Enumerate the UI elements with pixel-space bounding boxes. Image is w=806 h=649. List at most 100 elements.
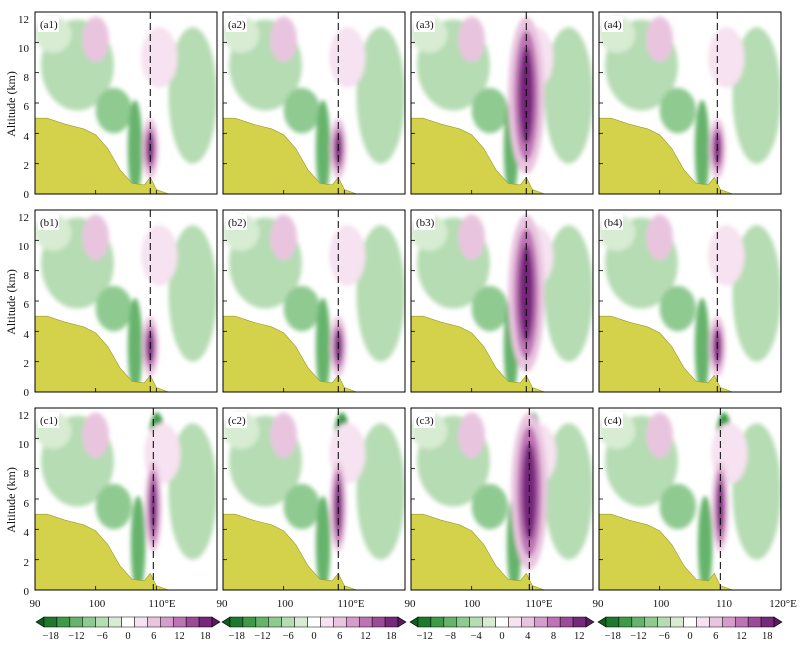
y-tick-label: 0	[24, 387, 30, 399]
y-tick-label: 4	[24, 131, 30, 143]
colorbar-swatch	[358, 616, 373, 628]
colorbar-swatch	[242, 616, 257, 628]
colorbar-tick-label: 6	[151, 631, 156, 642]
y-axis-label-row-2: Altitude (km)	[4, 269, 18, 335]
panel-label-text: (c1)	[40, 415, 58, 427]
terrain	[35, 315, 217, 392]
colorbar-swatch	[734, 616, 749, 628]
x-tick-label: 90	[30, 598, 42, 610]
x-tick-label: 100	[89, 598, 106, 610]
colorbar-tick-label: 18	[200, 631, 211, 642]
negative-region	[168, 225, 217, 362]
positive-region	[270, 214, 298, 261]
terrain	[223, 117, 405, 194]
panel-label-text: (a2)	[228, 19, 246, 31]
panel-field	[411, 12, 593, 194]
terrain	[411, 513, 593, 590]
panel-label-text: (b2)	[228, 217, 247, 229]
panel-label-text: (a1)	[40, 19, 58, 31]
positive-region	[150, 481, 157, 533]
positive-region	[82, 412, 110, 459]
colorbar-swatch	[229, 616, 244, 628]
y-tick-labels-row-1: 0 2 4 6 8 10 12	[18, 14, 30, 201]
x-tick-label: 110°E	[525, 598, 552, 610]
y-tick-label: 4	[24, 527, 30, 539]
colorbar-swatch	[508, 616, 522, 628]
colorbar-tick-label: 12	[360, 631, 371, 642]
y-tick-label: 10	[18, 241, 30, 253]
colorbar-tick-label: −6	[659, 631, 670, 642]
colorbar-swatch	[456, 616, 470, 628]
colorbar-arrow-high	[773, 616, 783, 628]
contour-field	[411, 412, 593, 590]
y-tick-label: 0	[24, 586, 30, 598]
negative-region	[659, 285, 697, 332]
terrain	[35, 117, 217, 194]
negative-region	[471, 483, 509, 530]
colorbar-swatch	[307, 616, 321, 628]
y-tick-label: 6	[24, 299, 30, 311]
panel-label: (b1)	[38, 214, 59, 230]
colorbar-swatch	[56, 616, 71, 628]
terrain	[223, 315, 405, 392]
negative-region	[283, 285, 321, 332]
colorbar-swatch	[185, 616, 200, 628]
colorbar-tick-label: 0	[125, 631, 130, 642]
negative-region	[356, 423, 405, 560]
x-tick-label: 90	[405, 598, 417, 610]
panel-label: (b3)	[414, 214, 435, 230]
colorbar-swatch	[683, 616, 697, 628]
y-tick-label: 10	[18, 439, 30, 451]
colorbar-swatch	[172, 616, 187, 628]
y-tick-label: 6	[24, 498, 30, 510]
colorbar-swatch	[346, 616, 360, 628]
panel-label-box	[226, 412, 247, 428]
positive-region	[458, 412, 486, 459]
contour-field	[599, 412, 781, 590]
colorbar-tick-label: 18	[762, 631, 773, 642]
terrain	[411, 315, 593, 392]
panel-label-box	[602, 16, 623, 32]
negative-region	[659, 483, 697, 530]
panel-a2: (a2)	[222, 11, 406, 195]
colorbar-swatch	[160, 616, 174, 628]
colorbar-swatch	[644, 616, 658, 628]
x-tick-label: 120°E	[769, 598, 797, 610]
colorbar-tick-label: 0	[311, 631, 316, 642]
positive-region	[141, 225, 178, 286]
negative-region	[283, 483, 321, 530]
x-tick-label: 110	[716, 598, 733, 610]
negative-region	[130, 495, 146, 590]
negative-region	[694, 99, 710, 194]
contour-field	[223, 412, 405, 590]
colorbar-swatch	[618, 616, 633, 628]
colorbar-swatch	[495, 616, 509, 628]
x-tick-label: 100	[653, 598, 670, 610]
panel-a1: (a1)	[34, 11, 218, 195]
y-tick-label: 2	[24, 358, 30, 370]
positive-region	[646, 16, 674, 63]
positive-region	[82, 214, 110, 261]
colorbar-swatch	[384, 616, 399, 628]
terrain	[599, 117, 781, 194]
y-tick-label: 12	[18, 410, 29, 422]
colorbar-tick-label: −18	[605, 631, 621, 642]
panel-field	[35, 210, 217, 392]
colorbar-swatch	[546, 616, 561, 628]
panel-b4: (b4)	[598, 209, 782, 393]
negative-region	[168, 27, 217, 164]
positive-region	[141, 27, 178, 88]
positive-region	[329, 27, 366, 88]
negative-region	[471, 87, 509, 134]
colorbar-4: −18 −12 −6 0 6 12 18	[597, 616, 783, 642]
panel-label-box	[602, 214, 623, 230]
terrain	[223, 513, 405, 590]
colorbar-swatch	[534, 616, 548, 628]
panel-label-text: (c4)	[604, 415, 622, 427]
negative-region	[356, 27, 405, 164]
colorbar-swatch	[572, 616, 587, 628]
panel-label-box	[414, 214, 435, 230]
x-tick-label: 100	[464, 598, 481, 610]
colorbar-tick-label: 6	[713, 631, 718, 642]
colorbar-swatch	[134, 616, 148, 628]
